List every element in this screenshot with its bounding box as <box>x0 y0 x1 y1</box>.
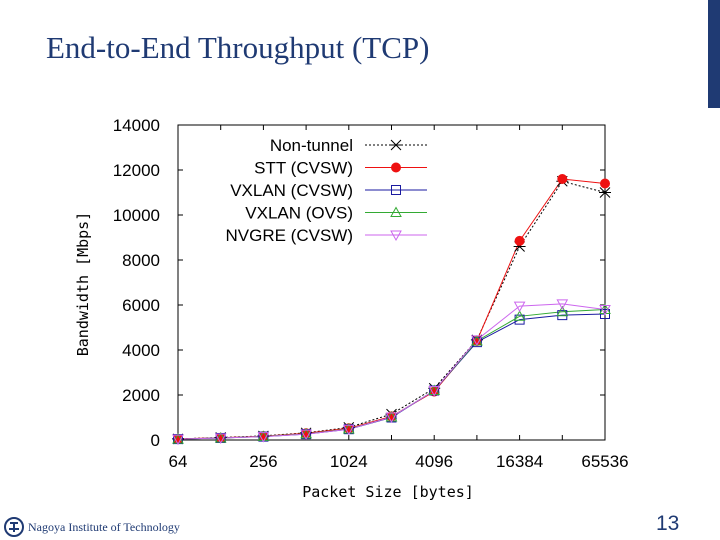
data-point-marker <box>215 432 226 443</box>
data-point-marker <box>513 301 526 313</box>
data-point-marker <box>471 335 483 346</box>
data-point-marker <box>386 411 397 422</box>
legend-label: STT (CVSW) <box>254 159 353 178</box>
series-line <box>177 180 606 440</box>
accent-bar <box>708 0 720 108</box>
data-point-marker <box>385 412 398 424</box>
data-point-marker <box>471 336 482 346</box>
series-line <box>177 178 606 440</box>
data-point-marker <box>300 427 312 439</box>
data-point-marker <box>556 299 569 310</box>
data-point-marker <box>390 206 402 217</box>
data-point-marker <box>343 423 354 434</box>
data-point-marker <box>600 178 610 189</box>
x-tick-label: 16384 <box>496 452 543 471</box>
data-point-marker <box>173 433 183 444</box>
data-point-marker <box>257 432 270 443</box>
data-point-marker <box>391 185 401 195</box>
x-tick-label: 1024 <box>330 452 368 471</box>
data-point-marker <box>390 139 402 151</box>
data-point-marker <box>513 310 526 321</box>
data-point-marker <box>391 162 401 173</box>
y-tick-label: 12000 <box>113 161 160 180</box>
page-number: 13 <box>656 512 680 535</box>
data-point-marker <box>342 422 355 434</box>
institution-name: Nagoya Institute of Technology <box>28 519 180 534</box>
seal-icon <box>4 517 24 537</box>
data-point-marker <box>342 424 355 436</box>
data-point-marker <box>257 430 270 441</box>
data-point-marker <box>428 386 441 397</box>
data-point-marker <box>599 187 611 198</box>
y-axis-title: Bandwidth [Mbps] <box>74 212 92 357</box>
data-point-marker <box>514 235 525 246</box>
data-point-marker <box>471 337 482 348</box>
data-point-marker <box>301 428 312 439</box>
y-tick-label: 4000 <box>122 341 160 360</box>
slide-title: End-to-End Throughput (TCP) <box>46 30 430 65</box>
plot-frame <box>177 124 606 441</box>
data-point-marker <box>172 434 184 446</box>
x-axis-title: Packet Size [bytes] <box>302 483 474 501</box>
x-tick-label: 64 <box>169 452 188 471</box>
y-tick-label: 14000 <box>113 116 160 135</box>
data-point-marker <box>300 429 312 441</box>
data-point-marker <box>557 174 568 184</box>
legend-label: NVGRE (CVSW) <box>226 226 354 245</box>
data-point-marker <box>390 230 402 242</box>
y-tick-label: 0 <box>151 431 160 450</box>
x-tick-label: 256 <box>249 452 277 471</box>
institution-logo: Nagoya Institute of Technology <box>4 517 180 537</box>
data-point-marker <box>599 305 611 316</box>
legend-label: VXLAN (CVSW) <box>230 181 353 200</box>
y-tick-label: 2000 <box>122 386 160 405</box>
x-tick-label: 65536 <box>581 452 628 471</box>
data-point-marker <box>258 431 269 442</box>
legend-label: Non-tunnel <box>270 136 353 155</box>
throughput-chart: 0 2000 4000 6000 8000 10000 12000 14000 64 256 102… <box>74 116 629 501</box>
y-tick-label: 6000 <box>122 296 160 315</box>
data-point-marker <box>556 305 569 317</box>
y-tick-label: 10000 <box>113 206 160 225</box>
legend-label: VXLAN (OVS) <box>245 204 353 223</box>
y-tick-label: 8000 <box>122 251 160 270</box>
data-point-marker <box>214 433 227 445</box>
x-tick-label: 4096 <box>415 452 453 471</box>
